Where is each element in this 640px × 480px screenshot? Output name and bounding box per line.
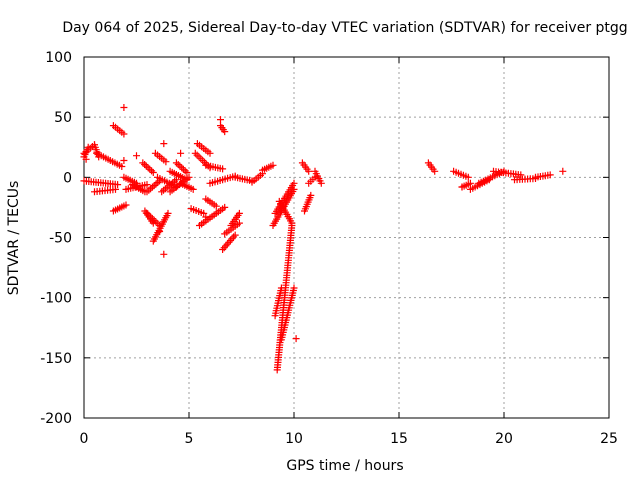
data-point [559, 167, 567, 175]
data-point [517, 171, 525, 179]
data-point [206, 149, 214, 157]
data-point [112, 185, 119, 193]
data-point [307, 191, 315, 199]
data-point [288, 222, 296, 229]
y-tick-label: -200 [40, 411, 72, 427]
x-tick-label: 5 [185, 431, 194, 447]
chart-title: Day 064 of 2025, Sidereal Day-to-day VTE… [62, 20, 627, 36]
data-point [156, 228, 164, 235]
data-point [176, 162, 184, 170]
y-tick-label: 0 [63, 170, 72, 186]
data-point [269, 161, 277, 169]
data-point [220, 244, 228, 252]
data-point [290, 179, 298, 187]
data-point [183, 169, 191, 176]
data-point [148, 167, 156, 175]
data-point [466, 179, 474, 187]
data-point [546, 171, 554, 179]
data-point [144, 164, 152, 172]
data-point [177, 149, 185, 157]
data-point [458, 183, 466, 191]
data-point [145, 186, 153, 194]
data-point [120, 104, 128, 111]
data-point [223, 240, 231, 248]
data-point [152, 180, 160, 188]
data-point [212, 202, 220, 210]
x-axis-label: GPS time / hours [286, 458, 403, 474]
data-point [143, 181, 151, 189]
data-point [219, 246, 227, 253]
data-point [227, 237, 234, 244]
data-point [120, 130, 128, 138]
data-point [228, 235, 236, 243]
data-point [179, 165, 187, 173]
x-tick-label: 25 [600, 431, 618, 447]
data-point [189, 185, 197, 193]
data-point [141, 161, 149, 168]
data-point [133, 152, 140, 160]
data-point [147, 185, 155, 193]
data-point [431, 167, 439, 175]
data-point [120, 157, 128, 164]
data-point [160, 140, 168, 148]
grid [84, 57, 609, 418]
data-point [150, 182, 158, 190]
data-point [146, 165, 154, 173]
data-point [142, 162, 150, 170]
data-point [221, 203, 229, 211]
data-point [162, 158, 170, 166]
y-axis: 100 50 0 -50 -100 -150 -200 [40, 50, 609, 427]
data-point [139, 159, 147, 167]
y-tick-label: -150 [40, 351, 72, 367]
data-point [225, 238, 233, 246]
y-tick-label: 50 [54, 110, 72, 126]
y-axis-label: SDTVAR / TECUs [6, 181, 22, 296]
data-point [221, 128, 229, 136]
data-point [235, 219, 243, 227]
data-point [178, 164, 186, 172]
x-tick-label: 15 [390, 431, 408, 447]
data-point [231, 231, 239, 239]
data-point [172, 159, 180, 167]
data-point [174, 161, 182, 168]
data-point [290, 284, 298, 292]
x-tick-label: 0 [80, 431, 89, 447]
data-point [114, 181, 122, 189]
x-tick-label: 20 [495, 431, 513, 447]
data-point [160, 250, 168, 258]
data-point [191, 149, 199, 157]
data-point [200, 209, 208, 217]
x-tick-label: 10 [285, 431, 303, 447]
data-point [84, 143, 92, 151]
data-point [217, 116, 224, 124]
y-tick-label: -100 [40, 291, 72, 307]
y-tick-label: 100 [45, 50, 72, 66]
data-point [202, 213, 210, 221]
data-point [277, 284, 285, 292]
data-points [80, 104, 567, 374]
data-point [464, 173, 472, 181]
data-point [149, 169, 157, 176]
data-point [222, 242, 230, 250]
data-point [122, 201, 130, 209]
data-point [235, 209, 243, 217]
data-point [317, 179, 325, 187]
data-point [181, 167, 189, 175]
y-tick-label: -50 [49, 231, 72, 247]
data-point [292, 335, 300, 343]
data-point [82, 155, 90, 163]
data-point [185, 173, 193, 181]
data-point [164, 209, 172, 217]
data-point [305, 167, 313, 175]
data-point [230, 233, 238, 241]
data-point [219, 165, 227, 173]
x-axis: 0 5 10 15 20 25 [80, 57, 618, 447]
data-point [118, 163, 126, 170]
